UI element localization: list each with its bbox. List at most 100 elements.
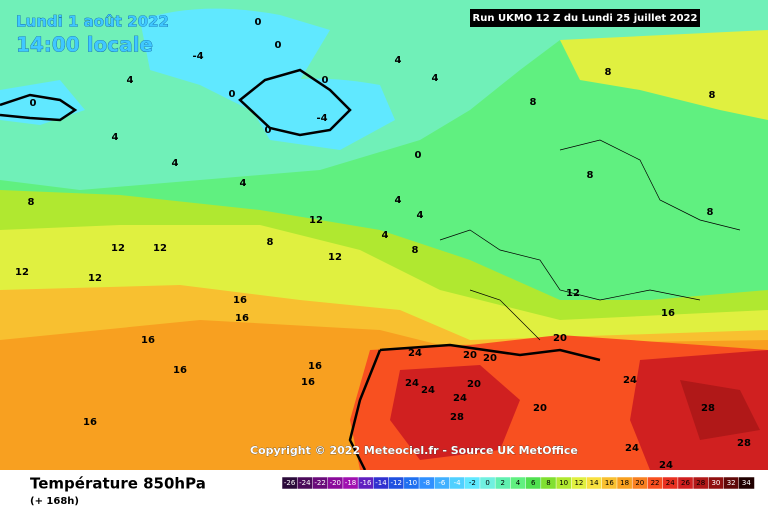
colorbar-tick-label: 4 [516, 479, 521, 487]
footer-title: Température 850hPa [30, 475, 206, 493]
borders [439, 139, 741, 341]
contour-label: 8 [707, 207, 714, 218]
colorbar-tick-label: 14 [590, 479, 599, 487]
contour-label: 16 [308, 361, 322, 372]
cold-region [0, 80, 85, 125]
contour-label: 12 [309, 215, 323, 226]
colorbar-swatch [738, 476, 755, 490]
contour-label: 24 [623, 375, 637, 386]
contour-label: 12 [111, 243, 125, 254]
contour-label: 4 [382, 230, 389, 241]
colorbar-tick-label: 8 [546, 479, 550, 487]
colorbar-tick-label: 18 [620, 479, 629, 487]
colorbar-tick-label: 30 [711, 479, 720, 487]
contour-label: 12 [88, 273, 102, 284]
contour-label: 20 [483, 353, 497, 364]
contour-label: 8 [530, 97, 537, 108]
contour-label: 28 [450, 412, 464, 423]
run-banner [470, 9, 700, 27]
contour-label: 12 [566, 288, 580, 299]
colorbar-tick-label: -10 [406, 479, 417, 487]
contour-label: 16 [173, 365, 187, 376]
contour-label: 0 [322, 75, 329, 86]
contour-label: 16 [301, 377, 315, 388]
colorbar-tick-label: 20 [635, 479, 644, 487]
hot-region [680, 380, 760, 440]
colorbar-tick-label: -12 [390, 479, 401, 487]
contour-label: 24 [453, 393, 467, 404]
cold-region [240, 78, 395, 150]
contour-label: 12 [15, 267, 29, 278]
colorbar-tick-label: 0 [485, 479, 489, 487]
hot-region [390, 365, 520, 460]
colorbar-tick-label: 6 [531, 479, 536, 487]
contour-label: -4 [192, 51, 203, 62]
colorbar-tick-label: -4 [454, 479, 462, 487]
contour-label: 20 [533, 403, 547, 414]
footer-subtitle: (+ 168h) [30, 496, 79, 507]
colorbar-tick-label: 24 [666, 479, 675, 487]
colorbar-tick-label: -26 [284, 479, 296, 487]
contour-label: 24 [421, 385, 435, 396]
contour-label: 4 [395, 195, 402, 206]
contour-label: 0 [265, 125, 272, 136]
contour-label: 20 [467, 379, 481, 390]
colorbar-tick-label: -20 [330, 479, 341, 487]
contour-label: 8 [587, 170, 594, 181]
contour-label: 0 [415, 150, 422, 161]
colorbar-tick-label: -14 [375, 479, 387, 487]
colorbar-tick-label: 28 [696, 479, 705, 487]
contour-label: 4 [432, 73, 439, 84]
colorbar-tick-label: 16 [605, 479, 614, 487]
copyright: Copyright © 2022 Meteociel.fr - Source U… [250, 444, 578, 457]
contour-label: 16 [235, 313, 249, 324]
contour-label: -4 [316, 113, 327, 124]
contour-label: 8 [267, 237, 274, 248]
contour-label: 0 [30, 98, 37, 109]
contour-label: 16 [83, 417, 97, 428]
colorbar-tick-label: 10 [559, 479, 568, 487]
run-info: Run UKMO 12 Z du Lundi 25 juillet 2022 [473, 13, 698, 24]
contour-label: 0 [229, 89, 236, 100]
colorbar-tick-label: -22 [314, 479, 325, 487]
contour-label: 24 [625, 443, 639, 454]
contour-label: 4 [112, 132, 119, 143]
contour-label: 4 [240, 178, 247, 189]
contour-label: 8 [28, 197, 35, 208]
contour-label: 8 [709, 90, 716, 101]
contour-label: 20 [463, 350, 477, 361]
colorbar-tick-label: -18 [345, 479, 356, 487]
colorbar-tick-label: -6 [438, 479, 446, 487]
colorbar-tick-label: -8 [423, 479, 430, 487]
colorbar: -26 -24 -22 -20 -18 -16 -14 -12 -10 -8 -6 -4 -2 0 2 4 6 8… [281, 476, 755, 490]
contour-label: 16 [661, 308, 675, 319]
colorbar-tick-label: -16 [360, 479, 372, 487]
coastlines [0, 68, 601, 471]
colorbar-tick-label: 32 [727, 479, 736, 487]
contour-label: 4 [172, 158, 179, 169]
colorbar-tick-label: -2 [469, 479, 476, 487]
contour-label: 16 [233, 295, 247, 306]
colorbar-tick-label: 26 [681, 479, 690, 487]
contour-label: 20 [553, 333, 567, 344]
contour-label: 24 [659, 460, 673, 471]
contour-label: 8 [605, 67, 612, 78]
contour-label: 28 [701, 403, 715, 414]
colorbar-tick-label: 2 [501, 479, 505, 487]
contour-label: 24 [405, 378, 419, 389]
contour-label: 28 [737, 438, 751, 449]
contour-label: 4 [417, 210, 424, 221]
forecast-time: 14:00 locale [16, 33, 153, 57]
contour-label: 16 [141, 335, 155, 346]
contour-label: 0 [275, 40, 282, 51]
contour-label: 4 [395, 55, 402, 66]
contour-label: 4 [127, 75, 134, 86]
contour-label: 12 [153, 243, 167, 254]
contour-label: 24 [408, 348, 422, 359]
colorbar-tick-label: 22 [651, 479, 660, 487]
colorbar-tick-label: 34 [742, 479, 751, 487]
contour-label: 0 [255, 17, 262, 28]
contour-labels: 0 0 -4 0 0 -4 0 0 0 4 4 4 4 4 4 8 8 8 8 8 4 4 4 8 8 8 12 12 12 12 12 12… [15, 17, 751, 471]
contour-label: 8 [412, 245, 419, 256]
